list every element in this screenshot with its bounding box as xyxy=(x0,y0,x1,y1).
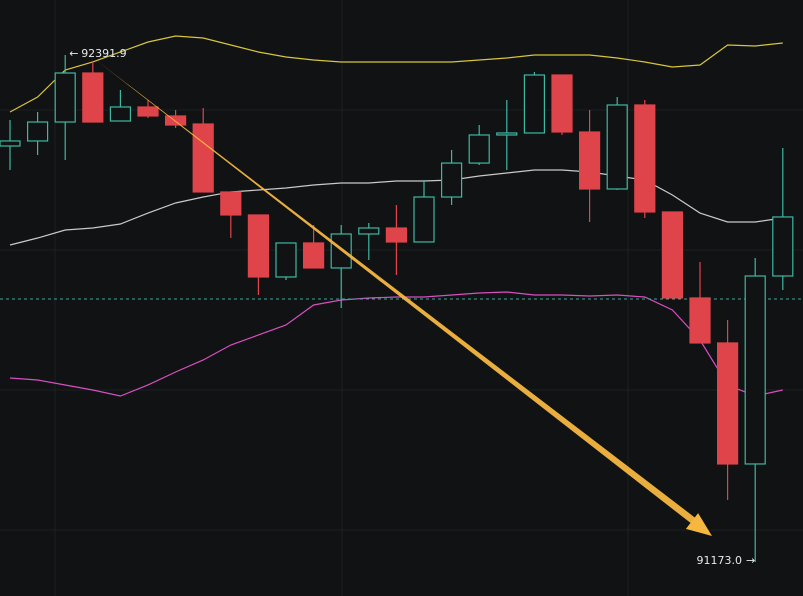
trend-arrow xyxy=(96,60,712,536)
candle-body xyxy=(275,242,297,278)
candle-body xyxy=(634,104,656,213)
arrow-glyph: ← xyxy=(69,47,78,60)
candles xyxy=(0,54,794,563)
candle-body xyxy=(303,242,325,269)
candle-body xyxy=(192,123,214,193)
arrow-shaft xyxy=(96,60,698,525)
low-label: 91173.0 xyxy=(697,554,743,567)
arrow-glyph: → xyxy=(746,554,755,567)
candle-body xyxy=(661,211,684,299)
candle-body xyxy=(109,106,132,122)
candle-body xyxy=(578,131,601,190)
candle-body xyxy=(496,132,518,136)
candle-body xyxy=(606,104,628,190)
arrow-head xyxy=(685,513,712,536)
candle-body xyxy=(551,74,573,133)
candle-body xyxy=(165,115,187,126)
high-label: 92391.9 xyxy=(81,47,127,60)
candle-body xyxy=(441,162,463,198)
candle-body xyxy=(220,191,242,216)
candle-body xyxy=(468,134,490,164)
candle-body xyxy=(523,74,546,134)
candle-body xyxy=(358,227,380,235)
candle-body xyxy=(772,216,794,277)
candle-body xyxy=(54,72,76,123)
candle-body xyxy=(385,227,407,243)
candle-body xyxy=(137,106,159,117)
band-line xyxy=(9,291,783,397)
labels: ← 92391.9 91173.0 → xyxy=(69,47,755,567)
candle-body xyxy=(27,121,49,142)
candle-body xyxy=(0,140,21,147)
band-line xyxy=(9,35,783,113)
candle-body xyxy=(413,196,435,243)
candle-body xyxy=(330,233,352,269)
candle-body xyxy=(744,275,766,465)
candle-body xyxy=(716,342,739,465)
candle-body xyxy=(689,297,711,344)
candle-body xyxy=(82,72,104,123)
candle-body xyxy=(247,214,269,278)
